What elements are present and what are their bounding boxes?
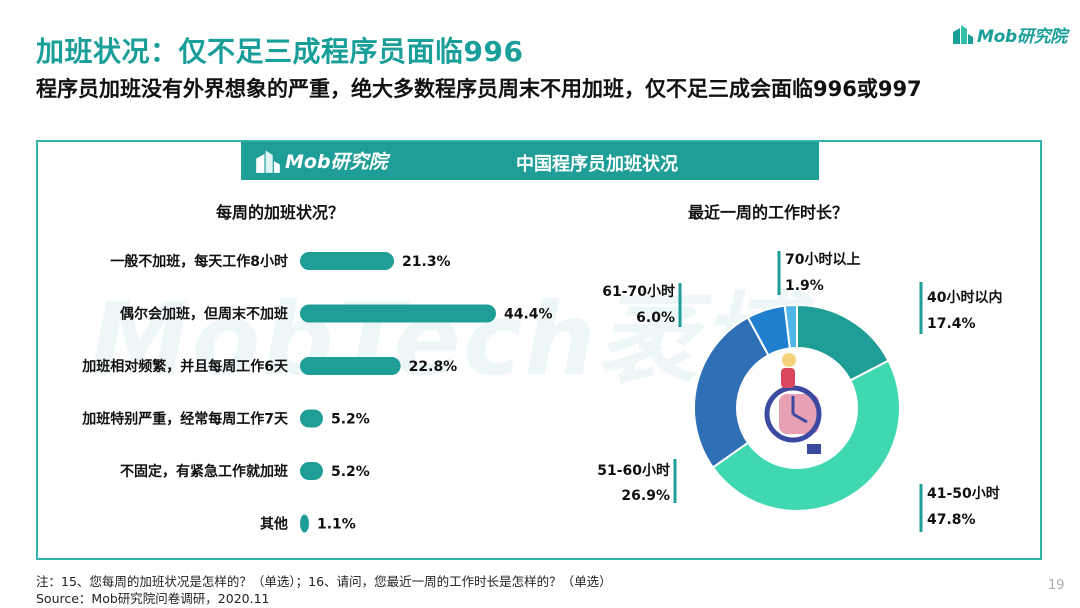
page-subtitle: 程序员加班没有外界想象的严重，绝大多数程序员周末不用加班，仅不足三成会面临996… [36,77,922,101]
page-number: 19 [1048,578,1065,593]
donut-slice-value: 6.0% [636,310,675,326]
banner-title: 中国程序员加班状况 [516,154,678,175]
donut-slice-value: 26.9% [621,488,670,504]
bar [300,357,401,375]
footer-source: Source：Mob研究院问卷调研，2020.11 [36,591,270,606]
donut-slice-value: 1.9% [785,278,824,294]
mob-logo: Mob研究院 [952,22,1072,47]
chart-banner: Mob研究院 中国程序员加班状况 [241,142,819,180]
donut-slice-label: 51-60小时 [597,462,670,479]
bar-chart-title: 每周的加班状况？ [216,203,345,222]
bar-category-label: 偶尔会加班，但周末不加班 [120,306,288,323]
bar-category-label: 加班相对频繁，并且每周工作6天 [81,358,289,375]
page-title: 加班状况：仅不足三成程序员面临996 [36,35,524,68]
bar-value-label: 44.4% [504,307,553,323]
donut-slice-label: 70小时以上 [785,251,860,268]
donut-slice [783,303,798,350]
bar-category-label: 加班特别严重，经常每周工作7天 [81,411,289,428]
bar-value-label: 22.8% [409,359,458,375]
bar-value-label: 5.2% [331,464,370,480]
bar-value-label: 1.1% [317,517,356,533]
bar-value-label: 5.2% [331,412,370,428]
bar [300,304,496,323]
bar [300,514,309,533]
donut-slice-value: 17.4% [927,316,976,332]
clock-person-illustration [739,350,855,466]
banner-logo-icon [256,149,280,173]
bar-category-label: 不固定，有紧急工作就加班 [120,463,288,480]
banner-logo-text: Mob研究院 [285,151,388,173]
bar-category-label: 一般不加班，每天工作8小时 [110,253,288,270]
donut-slice-label: 41-50小时 [927,485,1000,502]
donut-chart-title: 最近一周的工作时长？ [688,203,849,222]
banner-logo: Mob研究院 [255,147,388,174]
footer-note: 注：15、您每周的加班状况是怎样的？（单选）；16、请问，您最近一周的工作时长是… [36,574,612,589]
bar [300,462,323,480]
bar-category-label: 其他 [260,516,288,533]
mob-logo-text: Mob研究院 [977,26,1067,47]
donut-slice [711,359,901,512]
chart-frame [36,140,1042,560]
donut-slice-label: 40小时以内 [927,289,1002,306]
donut-slice [693,316,770,469]
donut-slice-label: 61-70小时 [602,283,675,300]
bar [300,409,323,428]
donut-slice-value: 47.8% [927,512,976,528]
mob-logo-icon [953,25,973,44]
bar [300,252,395,270]
bar-value-label: 21.3% [402,254,451,270]
